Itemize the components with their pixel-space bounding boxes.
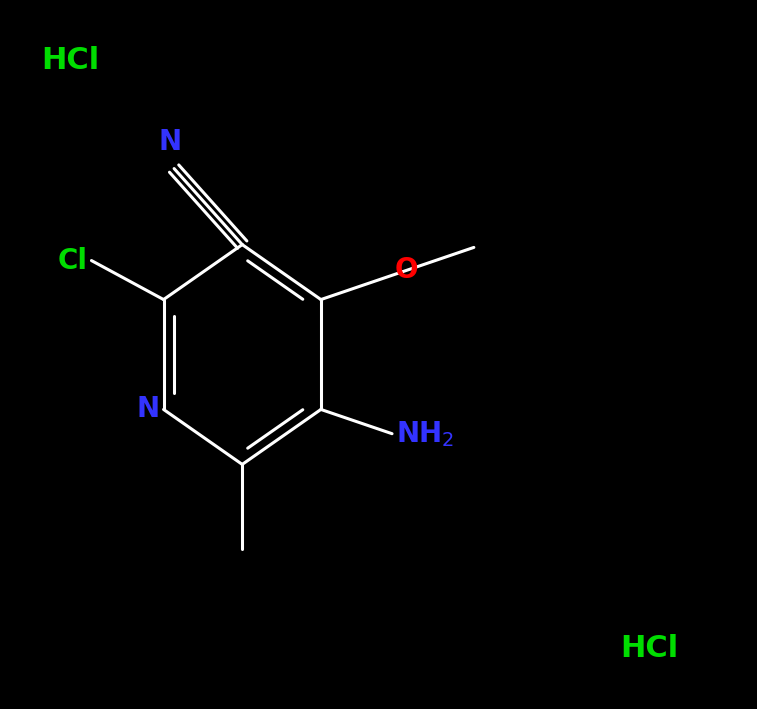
- Text: N: N: [159, 128, 182, 156]
- Text: N: N: [137, 396, 160, 423]
- Text: Cl: Cl: [58, 247, 88, 274]
- Text: O: O: [394, 255, 419, 284]
- Text: HCl: HCl: [621, 635, 679, 663]
- Text: NH$_2$: NH$_2$: [396, 419, 454, 449]
- Text: HCl: HCl: [42, 46, 100, 74]
